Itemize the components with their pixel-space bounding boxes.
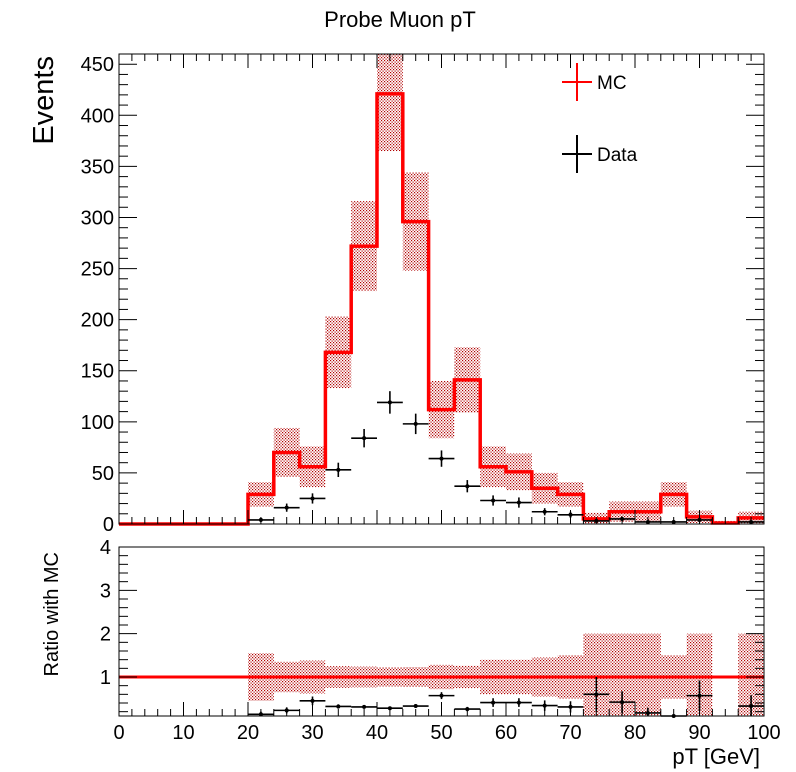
- ratio-point: [583, 677, 610, 712]
- data-point-marker: [284, 505, 289, 510]
- legend-entry-data: Data: [562, 135, 638, 173]
- top-panel: 0 50 100 150 200 250 300 350 400 450: [81, 53, 765, 536]
- legend-mc-label: MC: [597, 73, 627, 94]
- ratio-point-marker: [362, 704, 367, 709]
- x-tick-label: 40: [366, 722, 388, 744]
- data-point-marker: [439, 456, 444, 461]
- y-tick-label: 100: [81, 412, 114, 434]
- y-tick-label: 300: [81, 207, 114, 229]
- data-point: [377, 391, 403, 414]
- y-axis-label-bottom: Ratio with MC: [41, 552, 63, 676]
- x-tick-label: 80: [624, 722, 646, 744]
- data-point: [299, 493, 326, 504]
- legend: MC Data: [562, 63, 638, 173]
- ratio-point: [480, 698, 506, 707]
- ratio-point-marker: [491, 700, 496, 705]
- ratio-point: [506, 698, 532, 707]
- x-tick-label: 100: [747, 722, 780, 744]
- mc-histogram-line: [119, 92, 764, 526]
- x-tick-label: 10: [172, 722, 194, 744]
- ratio-point-marker: [542, 703, 547, 708]
- data-point-marker: [491, 498, 496, 503]
- ratio-point-marker: [336, 704, 341, 709]
- x-tick-label: 20: [237, 722, 259, 744]
- x-tick-label: 30: [301, 722, 323, 744]
- ratio-point-marker: [620, 700, 625, 705]
- y-tick-label: 350: [81, 156, 114, 178]
- mc-uncertainty-band: [377, 54, 403, 152]
- ratio-point-marker: [387, 706, 392, 711]
- data-point: [325, 462, 352, 477]
- data-point: [351, 428, 377, 448]
- data-point: [506, 497, 532, 508]
- data-point: [454, 480, 481, 493]
- data-point-marker: [310, 496, 315, 501]
- data-point-marker: [542, 509, 547, 514]
- ratio-point-marker: [697, 693, 702, 698]
- ratio-point-marker: [413, 704, 418, 709]
- ratio-point: [325, 704, 352, 709]
- top-plot-background: [119, 54, 764, 524]
- y-tick-label: 150: [81, 361, 114, 383]
- data-point: [273, 503, 300, 512]
- x-tick-label: 50: [430, 722, 452, 744]
- legend-data-label: Data: [597, 145, 638, 166]
- ratio-y-tick-label: 3: [100, 580, 111, 602]
- legend-entry-mc: MC: [562, 63, 627, 101]
- ratio-y-tick-label: 2: [100, 624, 111, 646]
- data-point-marker: [362, 436, 367, 441]
- y-tick-label: 450: [81, 54, 114, 76]
- x-tick-label: 70: [559, 722, 581, 744]
- ratio-uncertainty-band: [635, 633, 661, 716]
- chart-title: Probe Muon pT: [324, 7, 476, 32]
- ratio-point-marker: [594, 692, 599, 697]
- y-axis-label-top: Events: [28, 56, 60, 145]
- ratio-y-tick-label: 4: [100, 537, 111, 559]
- ratio-y-tick-label: 1: [100, 667, 111, 689]
- x-tick-label: 60: [495, 722, 517, 744]
- x-tick-label: 0: [113, 722, 124, 744]
- data-point: [428, 450, 455, 467]
- data-point: [531, 508, 558, 516]
- ratio-point-marker: [310, 698, 315, 703]
- y-tick-label: 250: [81, 259, 114, 281]
- y-tick-label: 50: [92, 463, 114, 485]
- ratio-point: [351, 704, 377, 709]
- ratio-point-marker: [439, 693, 444, 698]
- data-point: [402, 413, 429, 435]
- data-point-marker: [387, 400, 392, 405]
- data-point-marker: [413, 421, 418, 426]
- x-axis-label: pT [GeV]: [672, 744, 760, 769]
- ratio-point-marker: [516, 700, 521, 705]
- x-tick-label: 90: [688, 722, 710, 744]
- ratio-point-marker: [749, 704, 754, 709]
- ratio-point: [402, 704, 429, 709]
- data-point-marker: [516, 500, 521, 505]
- data-point: [480, 495, 506, 506]
- y-tick-label: 400: [81, 105, 114, 127]
- y-tick-label: 200: [81, 310, 114, 332]
- data-point-marker: [336, 467, 341, 472]
- data-point-marker: [465, 484, 470, 489]
- ratio-point: [428, 692, 455, 700]
- y-tick-label: 0: [103, 514, 114, 536]
